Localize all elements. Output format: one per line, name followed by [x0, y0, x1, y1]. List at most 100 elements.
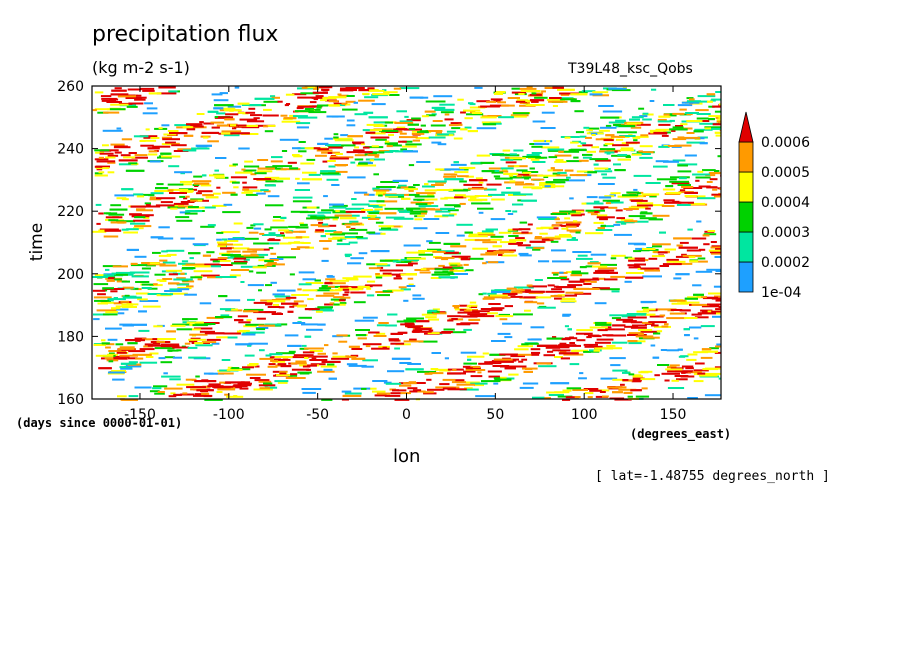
- heatmap-cell: [683, 328, 690, 331]
- heatmap-cell: [373, 121, 390, 124]
- heatmap-cell: [232, 127, 237, 130]
- heatmap-cell: [329, 203, 344, 206]
- heatmap-cell: [629, 118, 640, 121]
- heatmap-cell: [111, 89, 127, 92]
- heatmap-cell: [134, 98, 146, 101]
- heatmap-cell: [512, 228, 522, 231]
- heatmap-cell: [112, 378, 125, 381]
- heatmap-cell: [329, 279, 349, 282]
- heatmap-cell: [387, 370, 405, 373]
- heatmap-cell: [356, 237, 368, 240]
- heatmap-cell: [602, 395, 609, 398]
- heatmap-cell: [242, 181, 247, 184]
- heatmap-cell: [326, 275, 333, 278]
- x-axis-units: (degrees_east): [630, 427, 732, 441]
- heatmap-cell: [290, 362, 307, 365]
- heatmap-cell: [535, 156, 548, 159]
- heatmap-cell: [278, 306, 285, 309]
- heatmap-cell: [299, 230, 306, 233]
- heatmap-cell: [687, 296, 702, 299]
- heatmap-cell: [131, 275, 149, 278]
- heatmap-cell: [317, 306, 333, 309]
- heatmap-cell: [248, 342, 268, 345]
- heatmap-cell: [702, 372, 721, 375]
- heatmap-cell: [281, 120, 301, 123]
- heatmap-cell: [463, 188, 471, 191]
- heatmap-cell: [256, 192, 266, 195]
- heatmap-cell: [125, 169, 145, 172]
- heatmap-cell: [427, 193, 434, 196]
- heatmap-cell: [628, 373, 635, 376]
- heatmap-cell: [447, 315, 461, 318]
- heatmap-cell: [380, 181, 399, 183]
- heatmap-cell: [419, 271, 431, 274]
- heatmap-cell: [113, 146, 131, 149]
- heatmap-cell: [641, 193, 660, 196]
- heatmap-cell: [709, 178, 718, 181]
- heatmap-cell: [97, 302, 108, 305]
- heatmap-cell: [434, 268, 453, 271]
- heatmap-cell: [488, 238, 502, 241]
- heatmap-cell: [277, 381, 288, 384]
- heatmap-cell: [179, 180, 193, 183]
- heatmap-cell: [416, 192, 436, 195]
- heatmap-cell: [587, 262, 601, 265]
- heatmap-cell: [411, 132, 425, 135]
- heatmap-cell: [109, 108, 126, 111]
- heatmap-cell: [601, 173, 607, 176]
- heatmap-cell: [342, 293, 349, 296]
- heatmap-cell: [463, 328, 472, 331]
- heatmap-cell: [517, 199, 522, 202]
- heatmap-cell: [569, 363, 580, 366]
- heatmap-cell: [174, 124, 191, 127]
- heatmap-cell: [464, 126, 472, 129]
- heatmap-cell: [391, 357, 411, 360]
- heatmap-cell: [153, 325, 163, 328]
- heatmap-cell: [630, 326, 647, 329]
- heatmap-cell: [202, 174, 207, 177]
- heatmap-cell: [239, 118, 258, 121]
- heatmap-cell: [270, 281, 277, 284]
- heatmap-cell: [712, 188, 718, 191]
- heatmap-cell: [605, 134, 615, 137]
- heatmap-cell: [253, 301, 273, 304]
- heatmap-cell: [183, 197, 188, 200]
- heatmap-cell: [662, 263, 682, 266]
- heatmap-cell: [486, 183, 502, 186]
- heatmap-cell: [564, 221, 582, 224]
- heatmap-cell: [497, 101, 506, 104]
- heatmap-cell: [554, 356, 563, 358]
- heatmap-cell: [149, 198, 162, 201]
- heatmap-cell: [342, 277, 358, 280]
- heatmap-cell: [424, 372, 433, 375]
- heatmap-cell: [700, 356, 713, 359]
- heatmap-cell: [243, 310, 259, 313]
- heatmap-cell: [257, 170, 273, 173]
- heatmap-cell: [509, 157, 526, 160]
- heatmap-cell: [670, 299, 686, 302]
- heatmap-cell: [385, 382, 402, 385]
- heatmap-cell: [140, 139, 157, 142]
- heatmap-cell: [148, 92, 162, 95]
- heatmap-cell: [222, 191, 236, 194]
- heatmap-cell: [585, 136, 592, 139]
- heatmap-cell: [411, 330, 432, 333]
- heatmap-cell: [424, 183, 429, 186]
- heatmap-cell: [172, 346, 190, 349]
- heatmap-cell: [548, 100, 568, 103]
- heatmap-cell: [714, 110, 721, 113]
- heatmap-cell: [587, 171, 597, 174]
- heatmap-cell: [685, 112, 699, 114]
- heatmap-cell: [640, 330, 658, 333]
- heatmap-cell: [709, 347, 719, 350]
- heatmap-cell: [677, 136, 685, 139]
- heatmap-cell: [217, 243, 233, 246]
- heatmap-cell: [569, 174, 588, 177]
- heatmap-cell: [227, 238, 245, 241]
- heatmap-cell: [381, 227, 391, 230]
- heatmap-cell: [592, 277, 599, 280]
- heatmap-cell: [384, 150, 394, 153]
- heatmap-cell: [367, 154, 380, 157]
- heatmap-cell: [384, 394, 401, 397]
